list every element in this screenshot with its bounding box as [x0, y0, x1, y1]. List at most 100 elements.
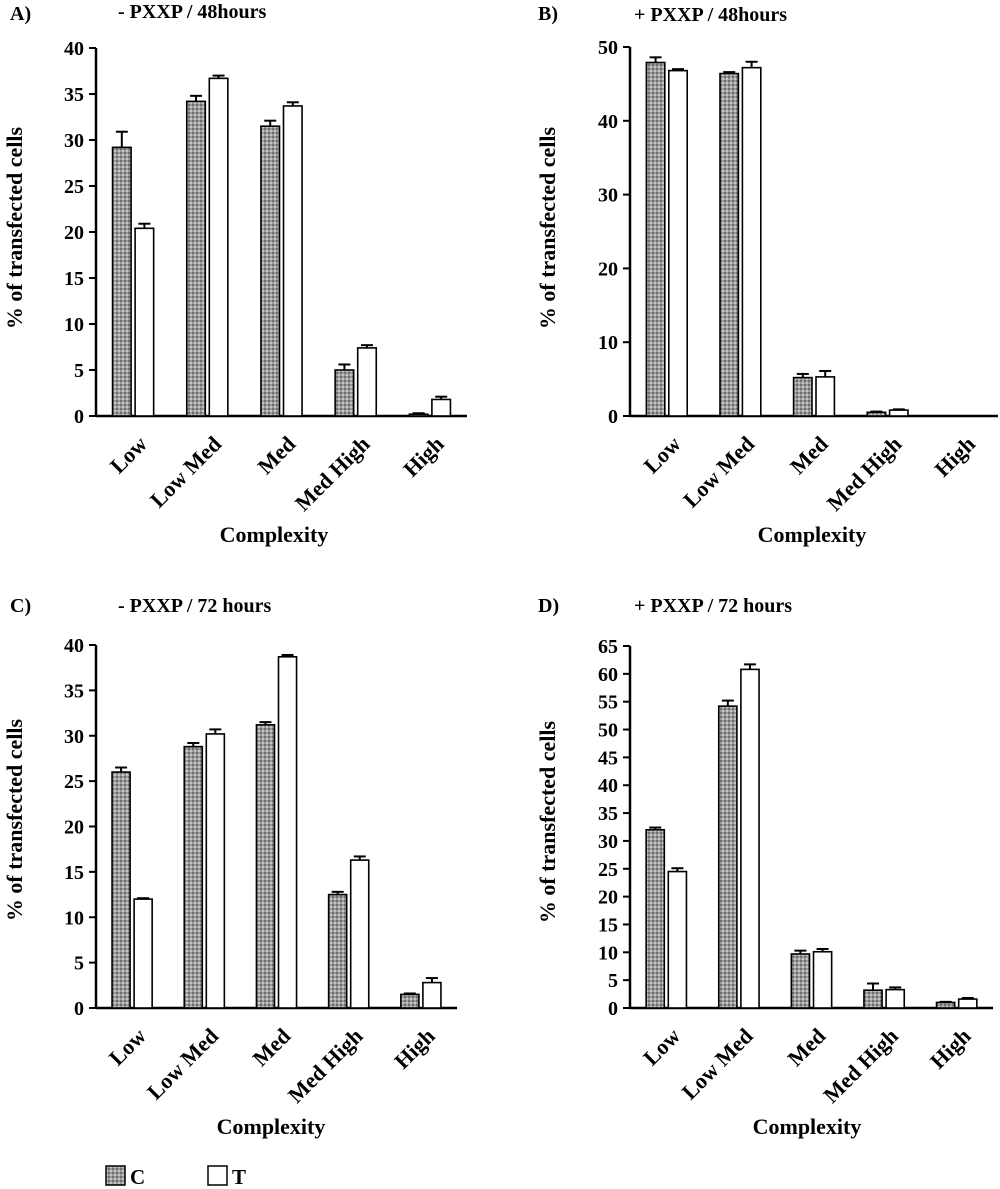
panel-b-letter: B): [538, 3, 558, 25]
panel-c-bar-t: [422, 981, 442, 1009]
panel-b-ytick-label: 40: [598, 111, 618, 133]
panel-c-xlabel: Complexity: [217, 1114, 326, 1139]
panel-a-category-label: Low Med: [145, 431, 226, 512]
panel-a: A) - PXXP / 48hours % of transfected cel…: [2, 1, 467, 547]
panel-c-bar-t: [277, 655, 298, 1009]
panel-a-ytick-label: 15: [64, 268, 84, 290]
panel-a-letter: A): [10, 3, 31, 25]
panel-b-bar-t: [667, 69, 688, 417]
panel-d-bar-t: [957, 998, 978, 1009]
panel-d-ytick-label: 5: [608, 970, 618, 992]
panel-c-category-label: Low Med: [142, 1023, 223, 1104]
panel-a-bar-t: [134, 227, 155, 417]
panel-a-ytick-label: 20: [64, 222, 84, 244]
legend-swatch-c: [105, 1165, 126, 1186]
panel-a-bar-t: [208, 77, 229, 417]
panel-a-title: - PXXP / 48hours: [118, 1, 267, 23]
panel-c-category-label: Med: [247, 1023, 295, 1071]
panel-c-ytick-label: 0: [74, 998, 84, 1020]
panel-d-ytick-label: 40: [598, 775, 618, 797]
panel-d-ytick-label: 35: [598, 803, 618, 825]
panel-b-ytick-label: 20: [598, 258, 618, 280]
panel-d-bar-c: [790, 953, 811, 1009]
panel-b-category-label: Med High: [822, 431, 907, 516]
panel-c-ytick-label: 15: [64, 862, 84, 884]
panel-a-ytick-label: 0: [74, 406, 84, 428]
panel-d-bar-t: [740, 668, 760, 1009]
panel-d-xlabel: Complexity: [753, 1114, 862, 1139]
panel-a-ylabel: % of transfected cells: [2, 126, 27, 329]
panel-c-title: - PXXP / 72 hours: [118, 595, 272, 617]
panel-d-ytick-label: 30: [598, 831, 618, 853]
panel-c-category-label: Med High: [283, 1023, 368, 1108]
panel-b-category-label: Low: [639, 431, 686, 478]
panel-b-ytick-label: 50: [598, 37, 618, 59]
panel-b-bar-c: [866, 411, 887, 417]
panel-d-ytick-label: 0: [608, 998, 618, 1020]
panel-d-category-label: High: [925, 1023, 976, 1074]
legend-label-c: C: [130, 1165, 145, 1189]
panel-d-bar-c: [645, 828, 666, 1009]
panel-c-bar-c: [255, 724, 276, 1009]
panel-d-category-label: Low: [638, 1023, 685, 1070]
panel-b-category-label: Med: [785, 431, 833, 479]
panel-c-bar-c: [327, 893, 348, 1009]
panel-c-bar-t: [349, 859, 370, 1009]
panel-c-ylabel: % of transfected cells: [2, 718, 27, 921]
panel-c-ytick-label: 5: [74, 953, 84, 975]
panel-c-ytick-label: 10: [64, 907, 84, 929]
panel-c-bar-c: [183, 745, 204, 1009]
panel-d-ytick-label: 50: [598, 720, 618, 742]
panel-b-xlabel: Complexity: [758, 522, 867, 547]
panel-a-bar-t: [431, 398, 452, 417]
panel-a-bar-c: [408, 413, 429, 417]
panel-b-ytick-label: 0: [608, 406, 618, 428]
panel-a-ytick-label: 25: [64, 176, 84, 198]
panel-d: D) + PXXP / 72 hours % of transfected ce…: [535, 595, 993, 1139]
panel-a-bar-c: [111, 146, 132, 417]
panel-d-bar-t: [885, 988, 906, 1009]
panel-a-bar-c: [185, 100, 207, 417]
panel-a-category-label: Low: [105, 431, 152, 478]
panel-b-ytick-label: 30: [598, 185, 618, 207]
panel-b-bar-t: [741, 66, 762, 417]
panel-b-ylabel: % of transfected cells: [535, 126, 560, 329]
panel-d-ytick-label: 55: [598, 692, 618, 714]
panel-b-ytick-label: 10: [598, 332, 618, 354]
panel-d-bar-t: [667, 870, 688, 1009]
panel-d-ytick-label: 25: [598, 859, 618, 881]
panel-a-ytick-label: 30: [64, 130, 84, 152]
panel-b-title: + PXXP / 48hours: [634, 4, 787, 26]
panel-d-category-label: Low Med: [677, 1023, 758, 1104]
panel-d-ytick-label: 45: [598, 747, 618, 769]
panel-c-ytick-label: 20: [64, 817, 84, 839]
panel-a-category-label: High: [398, 431, 449, 482]
panel-a-ytick-label: 10: [64, 314, 84, 336]
panel-c-ytick-label: 25: [64, 771, 84, 793]
panel-c-ytick-label: 35: [64, 680, 84, 702]
panel-d-ytick-label: 60: [598, 664, 618, 686]
panel-a-bar-c: [334, 369, 355, 417]
legend-swatch-t: [207, 1165, 228, 1186]
panel-c-bar-c: [400, 993, 420, 1009]
panel-b-bar-t: [888, 409, 909, 417]
panel-c-ytick-label: 30: [64, 726, 84, 748]
panel-d-category-label: Med High: [818, 1023, 903, 1108]
panel-d-bar-t: [812, 950, 833, 1009]
panel-a-ytick-label: 40: [64, 38, 84, 60]
panel-d-ytick-label: 20: [598, 887, 618, 909]
panel-c-bar-t: [205, 733, 226, 1009]
panel-d-ytick-label: 15: [598, 914, 618, 936]
panel-b-category-label: Low Med: [678, 431, 759, 512]
panel-a-ytick-label: 5: [74, 360, 84, 382]
panel-a-bar-t: [356, 347, 378, 417]
panel-c-category-label: High: [389, 1023, 440, 1074]
panel-d-bar-c: [717, 705, 738, 1009]
panel-a-category-label: Med: [252, 431, 300, 479]
panel-d-ytick-label: 10: [598, 942, 618, 964]
panel-b-bar-c: [645, 61, 666, 417]
